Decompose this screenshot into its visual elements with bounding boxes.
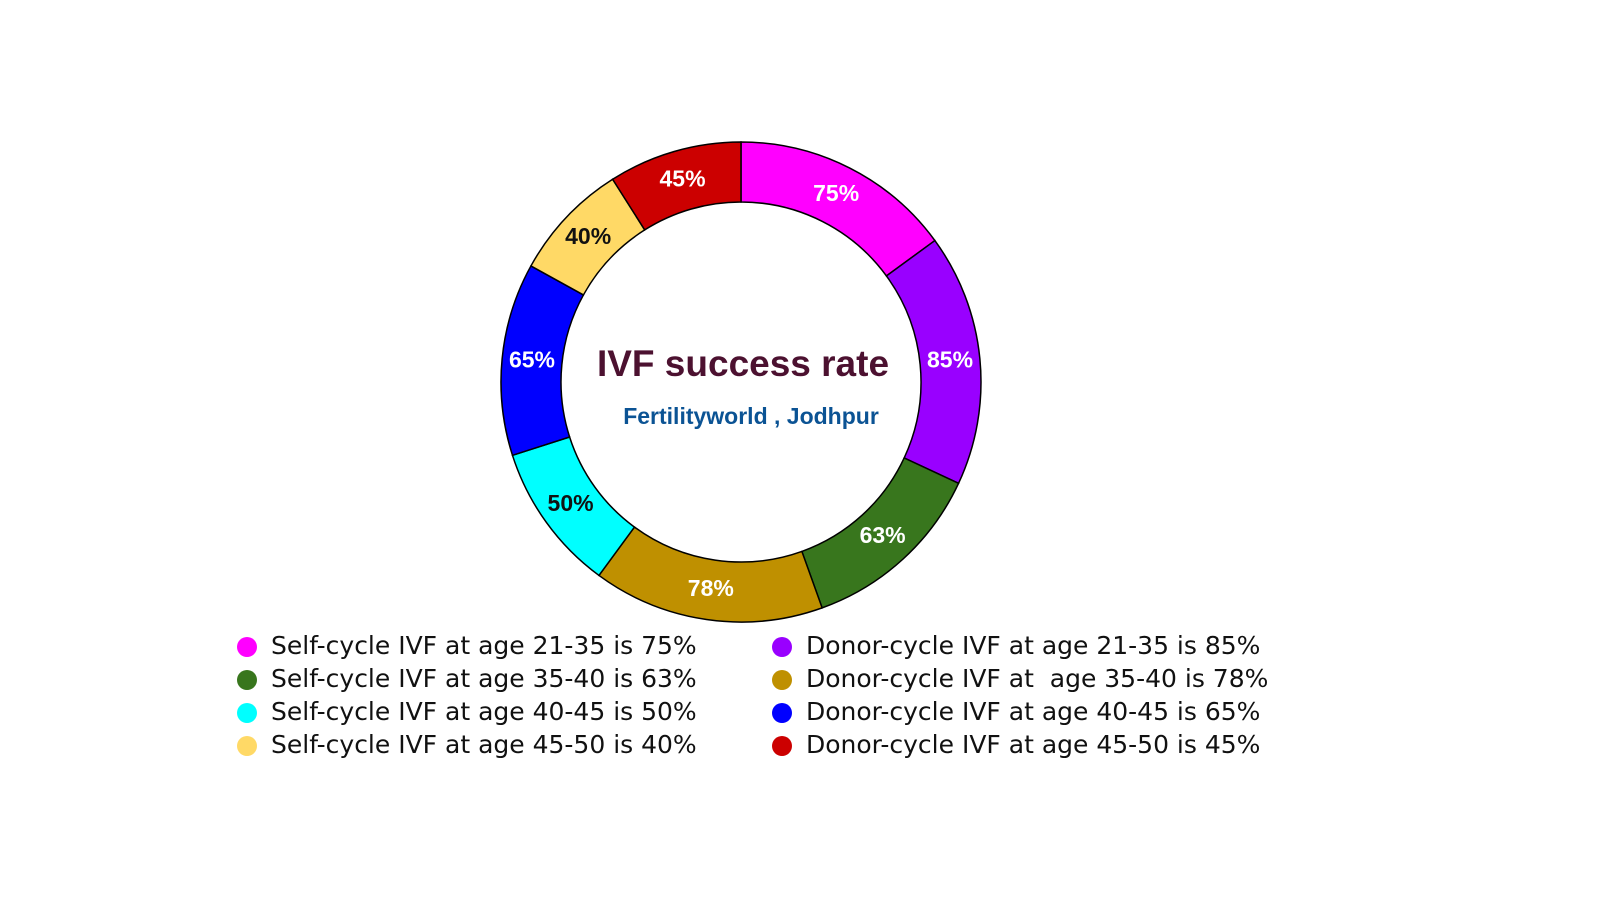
legend-label: Donor-cycle IVF at age 45-50 is 45%	[806, 730, 1260, 759]
data-label: 65%	[509, 347, 555, 373]
data-label: 63%	[860, 522, 906, 548]
legend-label: Donor-cycle IVF at age 35-40 is 78%	[806, 664, 1268, 693]
legend-marker	[237, 637, 257, 657]
data-label: 75%	[813, 180, 859, 206]
data-label: 78%	[688, 575, 734, 601]
legend-label: Self-cycle IVF at age 40-45 is 50%	[271, 697, 697, 726]
chart-title: IVF success rate	[597, 343, 889, 384]
legend-marker	[772, 670, 792, 690]
legend-marker	[772, 736, 792, 756]
donut-segment	[740, 141, 936, 277]
data-label: 40%	[565, 223, 611, 249]
chart-subtitle: Fertilityworld , Jodhpur	[623, 403, 879, 429]
legend-marker	[237, 703, 257, 723]
legend-marker	[772, 637, 792, 657]
legend-label: Self-cycle IVF at age 35-40 is 63%	[271, 664, 697, 693]
data-label: 50%	[548, 490, 594, 516]
legend-marker	[237, 670, 257, 690]
legend-label: Donor-cycle IVF at age 40-45 is 65%	[806, 697, 1260, 726]
legend-marker	[237, 736, 257, 756]
legend-marker	[772, 703, 792, 723]
donut-segment	[611, 141, 742, 231]
data-label: 45%	[660, 165, 706, 191]
legend-label: Self-cycle IVF at age 21-35 is 75%	[271, 631, 697, 660]
legend-label: Donor-cycle IVF at age 21-35 is 85%	[806, 631, 1260, 660]
data-label: 85%	[927, 347, 973, 373]
legend-label: Self-cycle IVF at age 45-50 is 40%	[271, 730, 697, 759]
